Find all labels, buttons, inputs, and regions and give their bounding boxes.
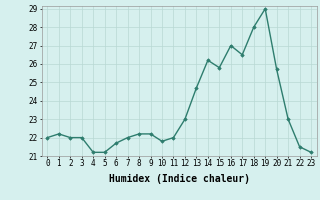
X-axis label: Humidex (Indice chaleur): Humidex (Indice chaleur) (109, 174, 250, 184)
